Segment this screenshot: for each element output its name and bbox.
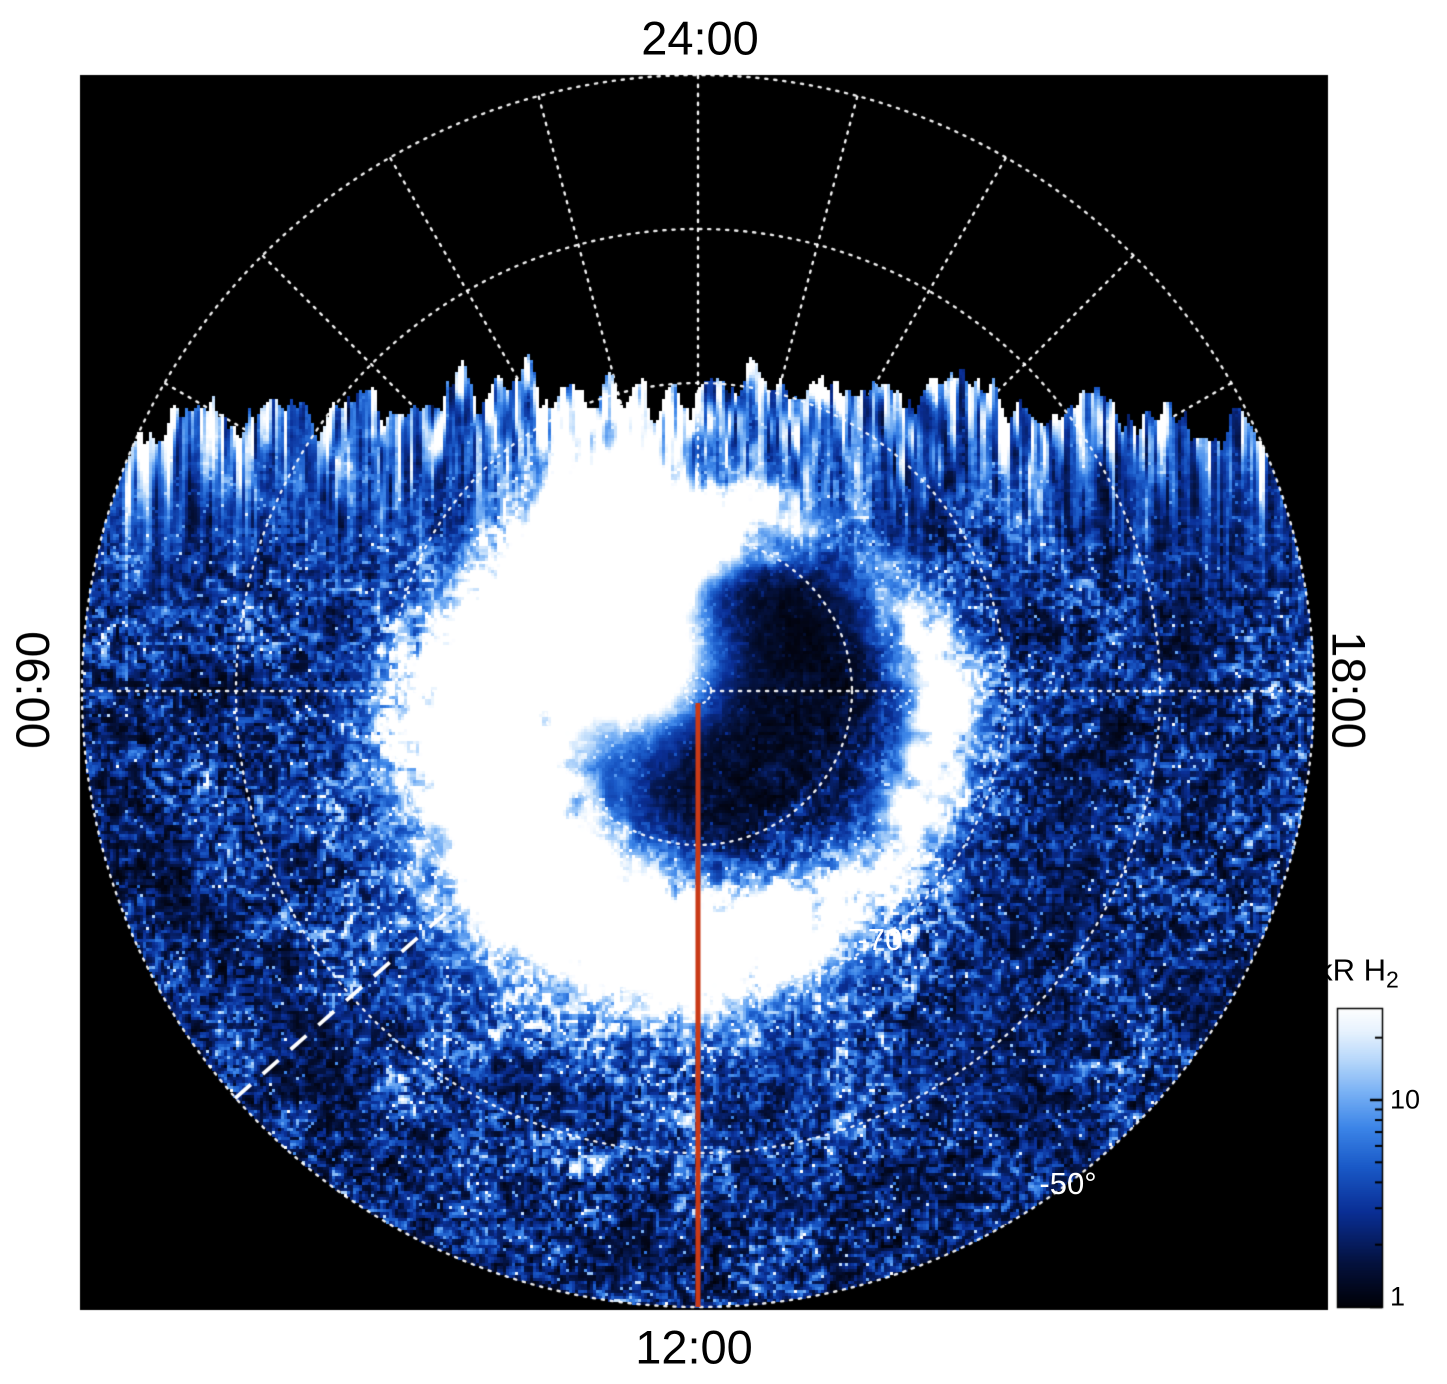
colorbar-tick-label-10: 10: [1390, 1084, 1421, 1115]
colorbar-unit-text: kR H: [1317, 952, 1387, 988]
latitude-label-minus70: -70°: [857, 922, 915, 957]
latitude-label-minus50: -50°: [1039, 1166, 1097, 1201]
clock-label-1800: 18:00: [1322, 631, 1376, 749]
colorbar-unit-subscript: 2: [1386, 966, 1399, 993]
colorbar-tick-label-1: 1: [1390, 1281, 1406, 1312]
clock-label-0600: 06:00: [6, 631, 60, 749]
clock-label-1200: 12:00: [635, 1320, 753, 1374]
colorbar-title: kR H2: [1317, 952, 1399, 993]
clock-label-2400: 24:00: [641, 11, 759, 65]
